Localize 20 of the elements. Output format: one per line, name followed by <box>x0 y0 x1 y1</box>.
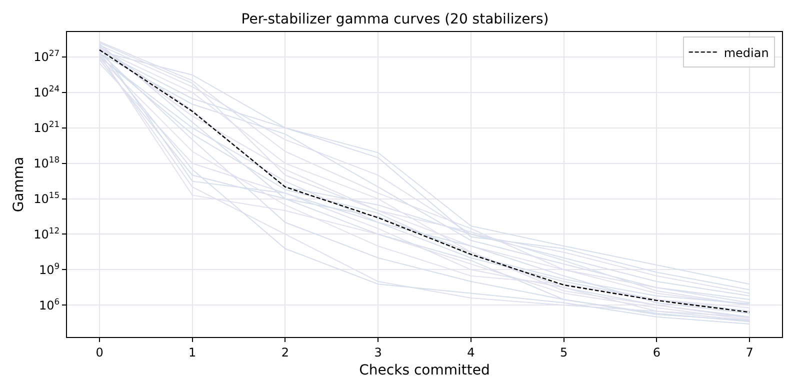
x-axis-title: Checks committed <box>359 362 490 379</box>
x-tick-label: 4 <box>467 345 475 360</box>
chart-title: Per-stabilizer gamma curves (20 stabilizers) <box>241 11 549 28</box>
y-tick-label: 10$^{18}$ <box>34 154 60 171</box>
y-tick-label: 10$^{9}$ <box>38 260 60 277</box>
y-tick-label: 10$^{21}$ <box>34 119 60 136</box>
x-tick-label: 6 <box>652 345 660 360</box>
x-tick-label: 5 <box>560 345 568 360</box>
y-axis-title: Gamma <box>11 156 28 212</box>
x-tick-label: 0 <box>96 345 104 360</box>
y-tick-label: 10$^{12}$ <box>34 225 60 242</box>
legend-label: median <box>724 46 769 60</box>
y-tick-label: 10$^{6}$ <box>38 296 60 312</box>
x-tick-label: 7 <box>746 345 754 360</box>
x-tick-label: 3 <box>374 345 382 360</box>
x-tick-label: 2 <box>281 345 290 360</box>
y-tick-label: 10$^{24}$ <box>34 84 60 100</box>
y-tick-label: 10$^{15}$ <box>34 190 60 206</box>
y-tick-label: 10$^{27}$ <box>34 48 60 64</box>
x-tick-label: 1 <box>188 345 196 360</box>
